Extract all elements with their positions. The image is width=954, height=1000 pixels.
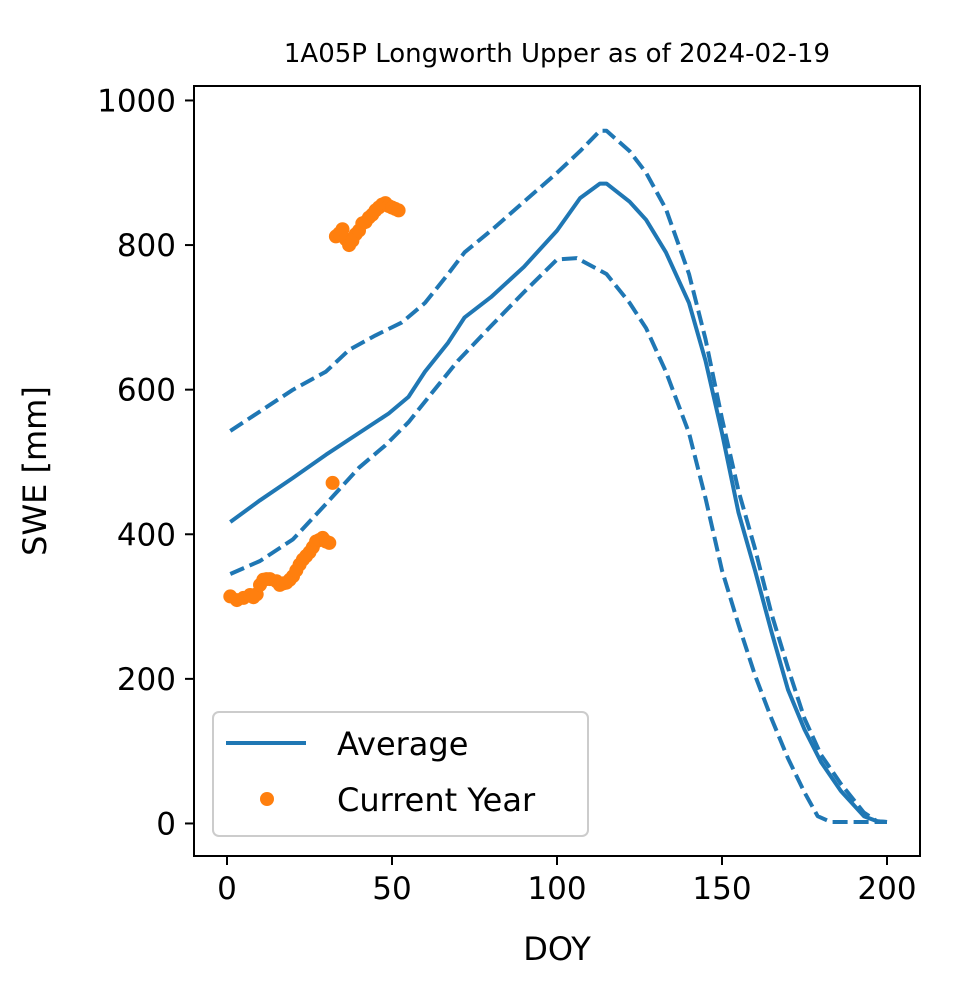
legend-average-label: Average	[337, 725, 468, 763]
plot-area	[223, 128, 888, 824]
current-year-point	[391, 203, 406, 218]
y-tick-label: 600	[117, 373, 176, 409]
x-axis-label: DOY	[523, 930, 591, 968]
y-axis-label: SWE [mm]	[16, 386, 54, 556]
y-tick-label: 400	[117, 517, 176, 553]
chart-title: 1A05P Longworth Upper as of 2024-02-19	[284, 39, 830, 69]
y-tick-label: 1000	[97, 83, 176, 119]
legend-current-year-swatch	[260, 792, 274, 806]
x-tick-label: 200	[857, 871, 916, 907]
x-axis: 0 50 100 150 200	[217, 856, 917, 907]
legend-current-year-label: Current Year	[337, 781, 536, 819]
y-tick-label: 800	[117, 228, 176, 264]
x-tick-label: 100	[527, 871, 586, 907]
y-axis: 0 200 400 600 800 1000	[97, 83, 194, 842]
series-average-line	[229, 181, 888, 824]
y-tick-label: 0	[156, 806, 176, 842]
current-year-point	[325, 475, 340, 490]
x-tick-label: 50	[372, 871, 411, 907]
legend-box	[212, 711, 589, 837]
series-dashed-line-2	[229, 256, 887, 824]
x-tick-label: 150	[692, 871, 751, 907]
current-year-point	[322, 535, 337, 550]
legend: Average Current Year	[212, 711, 589, 837]
x-tick-label: 0	[217, 871, 237, 907]
series-dashed-line-1	[229, 128, 888, 824]
y-tick-label: 200	[117, 662, 176, 698]
